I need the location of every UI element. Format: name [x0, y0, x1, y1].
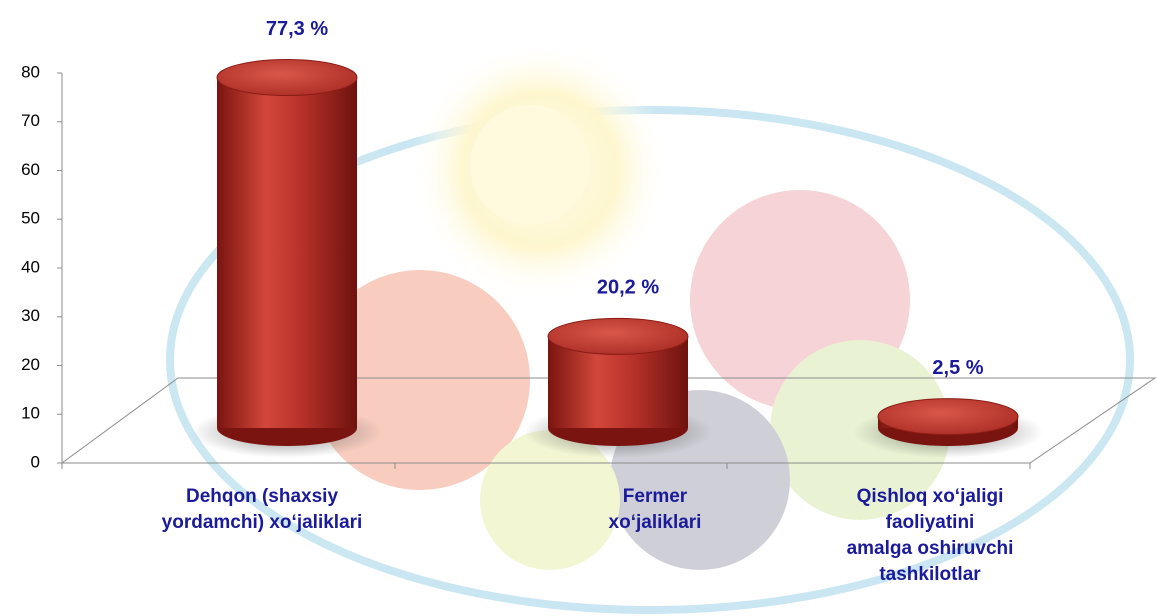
y-tick-label: 20: [21, 355, 40, 374]
value-label: 2,5 %: [932, 357, 983, 379]
x-tick-label: Fermer xoʻjaliklari: [608, 486, 702, 533]
y-tick-label: 80: [21, 62, 40, 81]
bar-top: [216, 59, 358, 97]
y-tick-label: 70: [21, 111, 40, 130]
y-tick-label: 30: [21, 306, 40, 325]
bar: [217, 77, 357, 428]
x-tick-label: Qishloq xoʻjaligi faoliyatini amalga osh…: [846, 486, 1014, 585]
value-label: 77,3 %: [266, 18, 328, 40]
bar-top: [547, 317, 689, 355]
bar-top: [877, 398, 1019, 436]
value-label: 20,2 %: [597, 277, 659, 299]
y-tick-label: 0: [31, 452, 40, 471]
y-tick-label: 40: [21, 257, 40, 276]
floor: [60, 377, 1157, 464]
y-tick-label: 50: [21, 209, 40, 228]
y-tick-label: 10: [21, 404, 40, 423]
y-tick-label: 60: [21, 160, 40, 179]
x-tick-label: Dehqon (shaxsiy yordamchi) xoʻjaliklari: [161, 486, 363, 533]
